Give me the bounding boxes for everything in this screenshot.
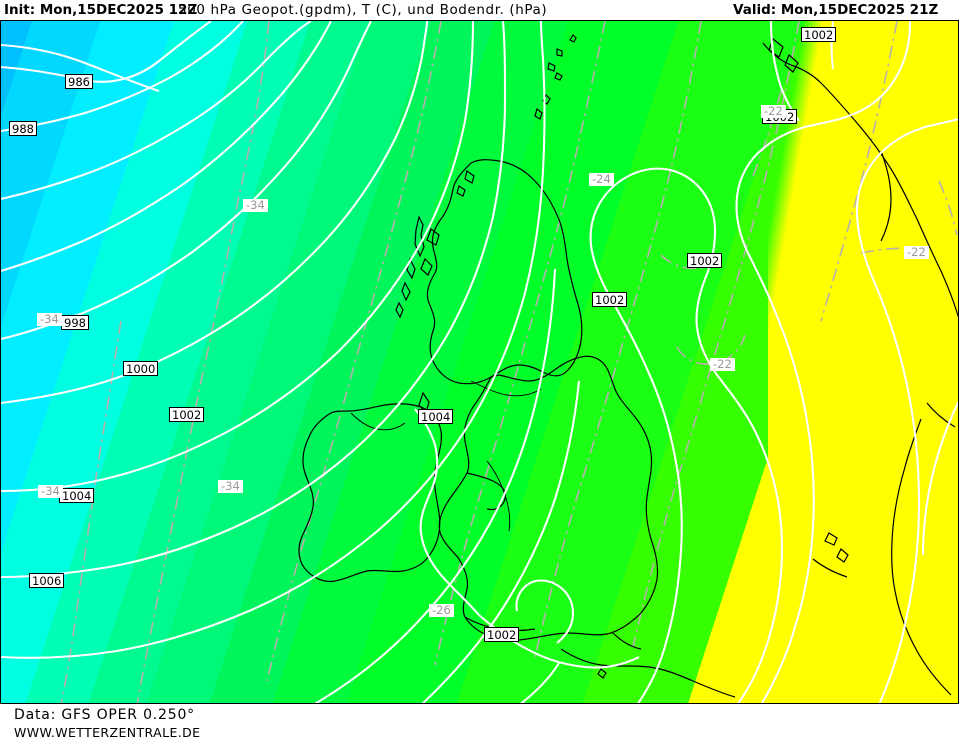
parameter-title: 500 hPa Geopot.(gpdm), T (C), und Bodend… xyxy=(178,2,548,18)
isobar-label: 988 xyxy=(9,121,37,136)
isobar-label: 1006 xyxy=(29,573,65,588)
temperature-label: -24 xyxy=(589,173,614,186)
init-time-label: Init: Mon,15DEC2025 12Z xyxy=(4,2,198,18)
isobar-label: 998 xyxy=(61,315,89,330)
temperature-label: -34 xyxy=(243,199,268,212)
temperature-label: -34 xyxy=(218,480,243,493)
map-panel[interactable]: 986 988 998 1000 1002 1004 1006 1004 100… xyxy=(0,20,959,704)
temperature-label: -34 xyxy=(37,313,62,326)
isobar-label: 1002 xyxy=(687,253,723,268)
isobar-label: 1002 xyxy=(169,407,205,422)
isobar-label: 1004 xyxy=(418,409,454,424)
isobar-label: 1002 xyxy=(801,27,837,42)
chart-footer: Data: GFS OPER 0.250° WWW.WETTERZENTRALE… xyxy=(0,705,959,741)
temperature-label: -26 xyxy=(429,604,454,617)
isobar-label: 1002 xyxy=(592,292,628,307)
temperature-label: -22 xyxy=(710,358,735,371)
isobar-label: 1004 xyxy=(59,488,95,503)
temperature-label: -22 xyxy=(904,246,929,259)
valid-time-label: Valid: Mon,15DEC2025 21Z xyxy=(733,2,939,18)
isobar-label: 986 xyxy=(65,74,93,89)
website-label: WWW.WETTERZENTRALE.DE xyxy=(14,725,201,740)
data-source-label: Data: GFS OPER 0.250° xyxy=(14,707,195,723)
isobar-label: 1002 xyxy=(484,627,520,642)
temperature-label: -34 xyxy=(38,485,63,498)
isobar-label: 1000 xyxy=(123,361,159,376)
temperature-label: -22 xyxy=(761,105,786,118)
chart-header: Init: Mon,15DEC2025 12Z 500 hPa Geopot.(… xyxy=(0,0,959,20)
